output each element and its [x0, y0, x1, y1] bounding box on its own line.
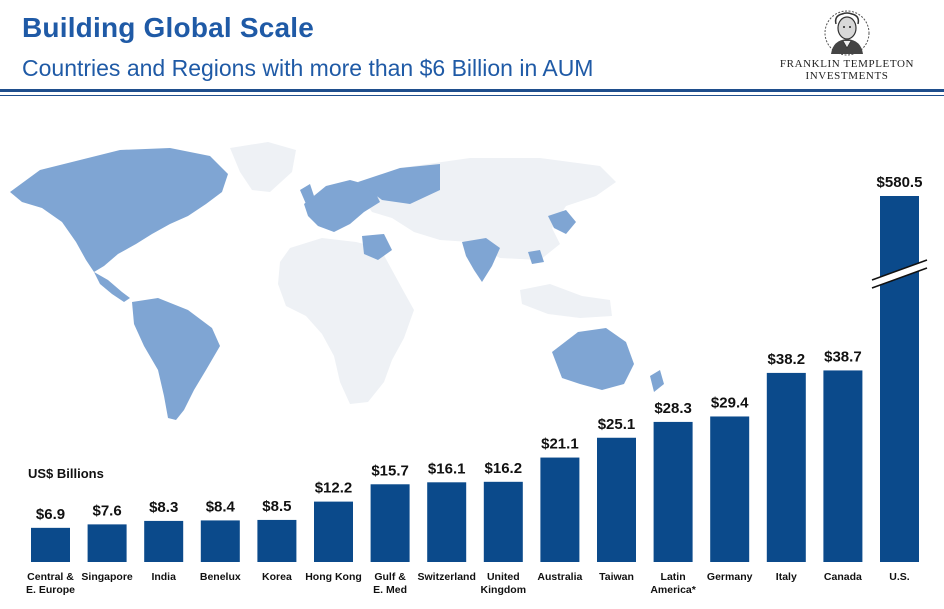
data-label: $8.5: [262, 498, 291, 515]
category-label: Canada: [824, 571, 862, 583]
header-divider-thin: [0, 95, 944, 96]
category-label: Latin America*: [650, 571, 696, 596]
category-label: Central & E. Europe: [26, 571, 75, 596]
data-label: $12.2: [315, 480, 353, 497]
category-label: Korea: [262, 571, 292, 583]
bar: [653, 421, 693, 562]
bar: [314, 501, 353, 562]
data-label: $29.4: [711, 394, 749, 411]
data-label: $38.2: [768, 351, 806, 368]
data-label: $21.1: [541, 436, 579, 453]
category-label: Germany: [707, 571, 753, 583]
bar: [427, 482, 467, 562]
bar: [597, 437, 636, 562]
benjamin-franklin-portrait-icon: [824, 10, 870, 56]
data-label: $7.6: [92, 502, 121, 519]
data-label: $16.1: [428, 460, 466, 477]
bar: [710, 416, 750, 562]
bar: [880, 196, 919, 562]
header-divider: [0, 89, 944, 92]
category-label: Australia: [537, 571, 582, 583]
data-label: $580.5: [877, 174, 923, 191]
bar: [144, 520, 184, 562]
company-logo: FRANKLIN TEMPLETON INVESTMENTS: [772, 8, 922, 88]
data-label: $28.3: [654, 400, 692, 417]
category-label: Benelux: [200, 571, 241, 583]
data-label: $15.7: [371, 462, 409, 479]
bar: [766, 372, 806, 562]
data-label: $16.2: [485, 460, 523, 477]
category-label: Taiwan: [599, 571, 634, 583]
map-highlighted-regions: [10, 148, 664, 420]
bar: [257, 519, 297, 562]
bar: [540, 457, 580, 562]
category-label: Gulf & E. Med: [373, 571, 407, 596]
logo-text-primary: FRANKLIN TEMPLETON: [779, 58, 915, 70]
data-label: $8.4: [206, 498, 236, 515]
page-title: Building Global Scale: [22, 12, 315, 43]
axis-break-line: [871, 267, 928, 289]
axis-break-line: [871, 259, 928, 281]
category-label: Italy: [776, 571, 797, 583]
category-label: India: [151, 571, 176, 583]
bar: [31, 527, 70, 562]
world-map: [10, 142, 664, 420]
axis-break-gap: [874, 260, 925, 288]
data-label: $6.9: [36, 506, 65, 523]
y-axis-unit-label: US$ Billions: [28, 466, 104, 481]
bar: [370, 484, 410, 562]
category-label: Switzerland: [418, 571, 476, 583]
bar: [87, 524, 127, 562]
data-label: $38.7: [824, 348, 862, 365]
category-label: Hong Kong: [305, 571, 362, 583]
bar: [200, 520, 240, 562]
logo-text-secondary: INVESTMENTS: [805, 70, 889, 82]
bar: [483, 481, 523, 562]
bar: [823, 370, 863, 562]
data-label: $8.3: [149, 499, 178, 516]
data-label: $25.1: [598, 416, 636, 433]
category-label: United Kingdom: [481, 571, 527, 596]
category-label: Singapore: [81, 571, 133, 583]
page-subtitle: Countries and Regions with more than $6 …: [22, 55, 594, 81]
category-label: U.S.: [889, 571, 910, 583]
